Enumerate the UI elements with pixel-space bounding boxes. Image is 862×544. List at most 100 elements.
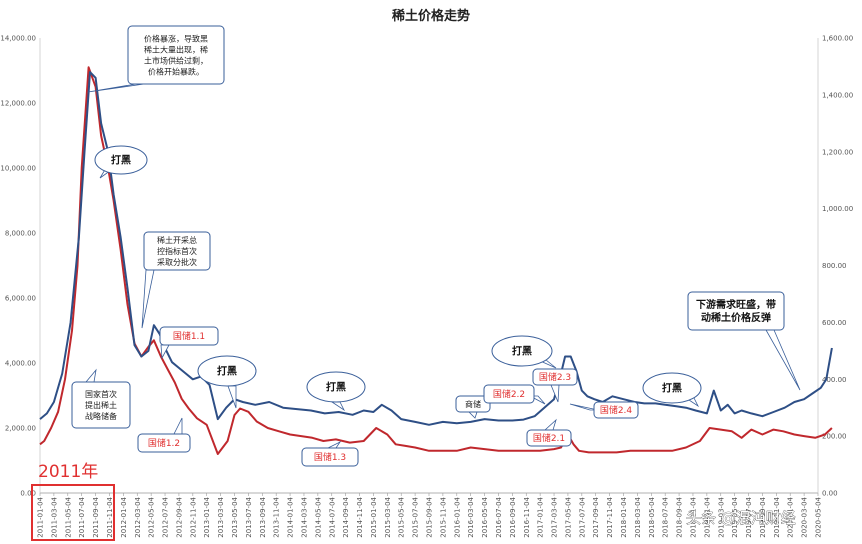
annotation-reserve-1-2: 国储1.2 xyxy=(137,417,191,453)
x-tick-label: 2018-07-04 xyxy=(662,496,670,537)
annotation-reserve-1-3: 国储1.3 xyxy=(301,440,359,467)
x-tick-label: 2015-05-04 xyxy=(398,496,406,537)
callout-text: 采取分批次 xyxy=(157,257,197,267)
callout-text: 打黑 xyxy=(662,382,682,395)
annotation-crackdown-4: 打黑 xyxy=(491,335,557,369)
x-tick-label: 2018-03-04 xyxy=(634,496,642,537)
callout-text: 国储2.4 xyxy=(600,404,633,416)
callout-text: 商储 xyxy=(465,399,481,409)
left-y-tick-label: 6,000.00 xyxy=(5,295,36,303)
x-tick-label: 2019-07-04 xyxy=(745,496,753,537)
x-tick-label: 2013-11-04 xyxy=(273,496,281,537)
annotation-reserve-1-1: 国储1.1 xyxy=(159,326,219,360)
callout-text: 国储2.3 xyxy=(539,371,571,383)
callout-text: 价格开始暴跌。 xyxy=(148,66,204,76)
callout-pointer xyxy=(543,418,557,431)
callout-text: 国家首次 xyxy=(85,389,117,399)
callout-text: 国储2.1 xyxy=(533,432,565,444)
x-tick-label: 2011-07-04 xyxy=(78,496,86,537)
callout-text: 土市场供给过剩， xyxy=(144,55,208,65)
x-tick-label: 2018-11-04 xyxy=(689,496,697,537)
x-tick-label: 2017-11-04 xyxy=(606,496,614,537)
callout-box xyxy=(159,326,219,346)
x-tick-label: 2011-11-04 xyxy=(106,496,114,537)
annotation-crackdown-2: 打黑 xyxy=(197,355,257,409)
x-tick-label: 2013-03-04 xyxy=(217,496,225,537)
callout-bubble xyxy=(197,355,257,387)
x-tick-label: 2020-01-04 xyxy=(787,496,795,537)
callout-text: 国储2.2 xyxy=(493,388,525,400)
left-y-tick-label: 2,000.00 xyxy=(5,425,36,433)
x-tick-label: 2011-03-04 xyxy=(50,496,58,537)
callout-text: 战略储备 xyxy=(85,411,117,421)
right-y-tick-label: 1,400.00 xyxy=(822,91,853,99)
callout-pointer xyxy=(85,368,97,383)
annotation-commercial-reserve: 商储 xyxy=(455,395,491,419)
callout-box xyxy=(455,395,491,413)
callout-box xyxy=(593,401,639,419)
callout-box xyxy=(483,384,535,404)
callout-pointer xyxy=(327,440,342,449)
x-tick-label: 2012-11-04 xyxy=(189,496,197,537)
right-y-tick-label: 1,000.00 xyxy=(822,205,853,213)
series-layer xyxy=(39,66,833,455)
x-tick-label: 2016-11-04 xyxy=(523,496,531,537)
annotation-reserve-2-4: 国储2.4 xyxy=(569,401,639,419)
x-tick-label: 2017-09-04 xyxy=(592,496,600,537)
left-y-tick-label: 8,000.00 xyxy=(5,230,36,238)
callout-text: 打黑 xyxy=(111,154,131,167)
x-tick-label: 2016-05-04 xyxy=(481,496,489,537)
year-highlight-box xyxy=(31,484,115,541)
x-tick-label: 2015-11-04 xyxy=(439,496,447,537)
x-tick-label: 2011-05-04 xyxy=(64,496,72,537)
x-tick-label: 2017-03-04 xyxy=(551,496,559,537)
callout-text: 价格暴涨，导致黑 xyxy=(144,33,208,43)
callout-text: 国储1.2 xyxy=(148,437,180,449)
x-tick-label: 2017-05-04 xyxy=(564,496,572,537)
x-tick-label: 2019-03-04 xyxy=(717,496,725,537)
x-tick-label: 2020-03-04 xyxy=(801,496,809,537)
x-tick-label: 2016-07-04 xyxy=(495,496,503,537)
x-tick-label: 2011-01-04 xyxy=(37,496,45,537)
right-y-tick-label: 400.00 xyxy=(822,376,847,384)
callout-bubble xyxy=(306,371,366,403)
callout-box xyxy=(137,433,191,453)
callout-pointer xyxy=(330,401,346,412)
right-y-tick-label: 200.00 xyxy=(822,433,847,441)
x-tick-label: 2012-05-04 xyxy=(148,496,156,537)
callout-text: 国储1.1 xyxy=(173,330,205,342)
x-tick-label: 2011-09-04 xyxy=(92,496,100,537)
x-tick-label: 2013-05-04 xyxy=(231,496,239,537)
x-tick-label: 2017-07-04 xyxy=(578,496,586,537)
callout-bubble xyxy=(491,335,553,367)
right-y-tick-label: 600.00 xyxy=(822,319,847,327)
callout-box xyxy=(687,291,785,331)
annotation-crackdown-3: 打黑 xyxy=(306,371,366,412)
x-tick-label: 2019-11-04 xyxy=(773,496,781,537)
x-tick-label: 2014-05-04 xyxy=(314,496,322,537)
x-tick-label: 2014-03-04 xyxy=(300,496,308,537)
callout-text: 国储1.3 xyxy=(314,451,346,463)
x-tick-label: 2014-09-04 xyxy=(342,496,350,537)
right-y-tick-label: 800.00 xyxy=(822,262,847,270)
callout-box xyxy=(526,429,572,447)
callout-bubble xyxy=(94,145,148,175)
callout-text: 提出稀土 xyxy=(85,400,117,410)
left-y-tick-label: 0.00 xyxy=(20,490,36,498)
right-y-tick-label: 1,200.00 xyxy=(822,148,853,156)
callout-text: 下游需求旺盛，带 xyxy=(696,298,776,311)
callout-text: 稀土开采总 xyxy=(157,235,197,245)
year-label: 2011年 xyxy=(38,462,98,482)
x-tick-label: 2016-09-04 xyxy=(509,496,517,537)
left-y-tick-label: 12,000.00 xyxy=(0,100,36,108)
x-tick-label: 2015-01-04 xyxy=(370,496,378,537)
annotations: 价格暴涨，导致黑稀土大量出现，稀土市场供给过剩，价格开始暴跌。打黑稀土开采总控指… xyxy=(71,25,801,467)
callout-box xyxy=(127,25,225,85)
x-tick-label: 2014-11-04 xyxy=(356,496,364,537)
x-tick-label: 2015-03-04 xyxy=(384,496,392,537)
